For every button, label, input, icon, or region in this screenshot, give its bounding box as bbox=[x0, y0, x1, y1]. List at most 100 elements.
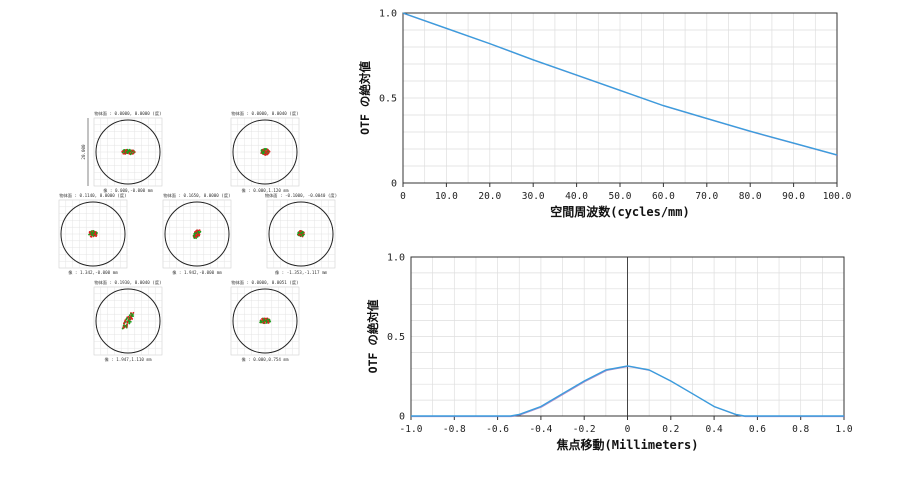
y-tick-label: 0.5 bbox=[379, 94, 397, 105]
y-axis-label: OTF の絶対値 bbox=[366, 299, 380, 373]
spot-point bbox=[260, 320, 263, 323]
x-tick-label: 50.0 bbox=[609, 191, 632, 202]
spot-point bbox=[195, 230, 198, 233]
spot-point bbox=[125, 318, 128, 321]
spot-point bbox=[264, 154, 267, 156]
x-tick-label: 40.0 bbox=[565, 191, 588, 202]
spot-point bbox=[264, 151, 267, 153]
spot-point bbox=[261, 151, 264, 154]
spot-field-label: 物体面 : 0.1140, 0.0000 (度) bbox=[59, 192, 126, 199]
spot-point bbox=[90, 235, 93, 238]
spot-points bbox=[121, 148, 136, 156]
spot-point bbox=[129, 150, 132, 153]
spot-point bbox=[297, 232, 300, 235]
spot-field-label: 物体面 : 0.1930, 0.0040 (度) bbox=[94, 279, 161, 286]
spot-point bbox=[259, 321, 261, 324]
spot-cell: 物体面 : 0.0000, 0.0051 (度) 像 : 0.000,0.754 … bbox=[230, 279, 300, 362]
spot-points bbox=[88, 229, 98, 238]
spot-point bbox=[122, 326, 125, 329]
spot-field-label: 物体面 : 0.1650, 0.0000 (度) bbox=[163, 192, 230, 199]
airy-circle bbox=[60, 201, 126, 267]
airy-circle bbox=[164, 201, 230, 267]
spot-cell: 物体面 : -0.1000, -0.0040 (度) 像 : -1.353,-1.… bbox=[265, 192, 337, 275]
spot-cell: 物体面 : 0.0000, 0.0000 (度) 像 : 0.000,-0.000… bbox=[81, 110, 163, 193]
spot-point bbox=[128, 314, 131, 317]
spot-point bbox=[95, 232, 98, 234]
x-tick-label: 0.8 bbox=[792, 424, 809, 435]
y-tick-label: 0.5 bbox=[387, 332, 405, 343]
airy-circle bbox=[232, 288, 298, 354]
spot-point bbox=[195, 232, 198, 234]
spot-image-label: 像 : 0.000,0.754 mm bbox=[241, 356, 289, 362]
x-axis-label: 焦点移動(Millimeters) bbox=[556, 437, 699, 452]
airy-circle bbox=[95, 288, 161, 354]
spot-points bbox=[260, 148, 271, 156]
spot-image-label: 像 : 1.342,-0.000 mm bbox=[68, 269, 118, 275]
x-tick-label: 60.0 bbox=[652, 191, 675, 202]
spot-point bbox=[268, 318, 271, 321]
spot-point bbox=[124, 324, 127, 327]
spot-image-label: 像 : -1.353,-1.117 mm bbox=[275, 269, 328, 275]
spot-image-label: 像 : 1.942,-0.000 mm bbox=[172, 269, 222, 275]
spot-point bbox=[132, 315, 135, 317]
spot-point bbox=[195, 235, 198, 237]
spot-point bbox=[94, 230, 97, 233]
spot-point bbox=[192, 234, 195, 237]
spot-point bbox=[302, 231, 304, 234]
series-line bbox=[411, 365, 844, 417]
spot-point bbox=[93, 233, 96, 236]
spot-image-label: 像 : 0.000,1.120 mm bbox=[241, 187, 289, 193]
spot-point bbox=[198, 231, 200, 234]
spot-point bbox=[125, 151, 128, 153]
x-tick-label: 20.0 bbox=[478, 191, 501, 202]
x-tick-label: 90.0 bbox=[782, 191, 805, 202]
spot-point bbox=[130, 317, 133, 320]
spot-point bbox=[266, 153, 269, 156]
x-tick-label: 100.0 bbox=[823, 191, 852, 202]
x-tick-label: 30.0 bbox=[522, 191, 545, 202]
x-tick-label: 70.0 bbox=[695, 191, 718, 202]
spot-point bbox=[199, 230, 202, 233]
spot-cell: 物体面 : 0.1140, 0.0000 (度) 像 : 1.342,-0.000… bbox=[58, 192, 128, 275]
spot-point bbox=[132, 149, 134, 152]
spot-field-label: 物体面 : -0.1000, -0.0040 (度) bbox=[265, 192, 337, 199]
x-tick-label: -0.4 bbox=[529, 424, 552, 435]
spot-point bbox=[90, 233, 93, 235]
x-axis-label: 空間周波数(cycles/mm) bbox=[550, 204, 689, 219]
y-tick-label: 0 bbox=[391, 179, 397, 190]
x-tick-label: 1.0 bbox=[835, 424, 852, 435]
spot-point bbox=[122, 152, 125, 155]
spot-field-label: 物体面 : 0.0000, 0.0051 (度) bbox=[231, 279, 298, 286]
spot-point bbox=[124, 152, 127, 155]
spot-point bbox=[127, 319, 130, 322]
spot-point bbox=[132, 311, 135, 314]
spot-point bbox=[122, 324, 125, 327]
spot-field-label: 物体面 : 0.0000, 0.0040 (度) bbox=[231, 110, 298, 117]
x-tick-label: 80.0 bbox=[739, 191, 762, 202]
spot-point bbox=[193, 237, 196, 239]
spot-point bbox=[124, 320, 127, 322]
x-tick-label: -0.6 bbox=[486, 424, 509, 435]
spot-point bbox=[267, 321, 269, 324]
spot-image-label: 像 : 1.947,1.110 mm bbox=[104, 356, 152, 362]
spot-point bbox=[88, 233, 90, 236]
spot-point bbox=[128, 152, 131, 155]
y-tick-label: 1.0 bbox=[387, 253, 405, 264]
spot-point bbox=[298, 230, 301, 233]
spot-point bbox=[264, 317, 267, 320]
spot-point bbox=[129, 320, 132, 323]
spot-point bbox=[132, 152, 135, 155]
spot-point bbox=[121, 150, 124, 153]
spot-point bbox=[267, 152, 270, 155]
spot-point bbox=[125, 149, 128, 151]
x-tick-label: -0.8 bbox=[443, 424, 466, 435]
spot-point bbox=[266, 148, 269, 151]
spot-point bbox=[88, 231, 91, 233]
x-tick-label: -1.0 bbox=[400, 424, 423, 435]
spot-point bbox=[196, 232, 199, 235]
spot-point bbox=[261, 317, 264, 320]
spot-point bbox=[126, 321, 129, 324]
spot-point bbox=[92, 231, 95, 234]
